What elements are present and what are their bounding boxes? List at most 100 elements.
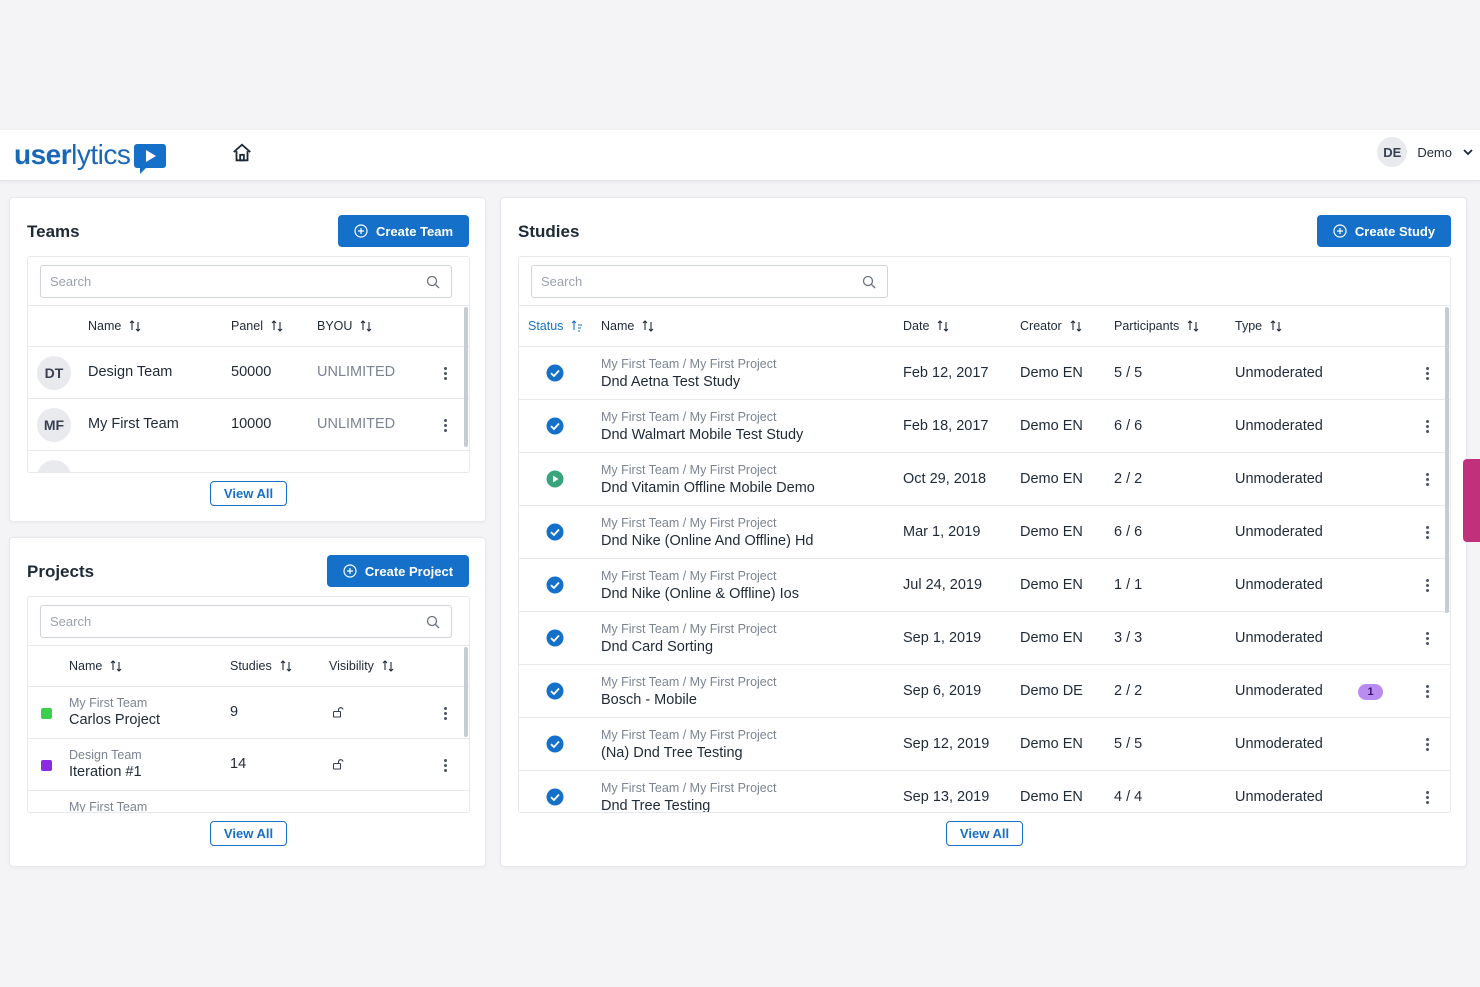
study-date: Mar 1, 2019 — [903, 524, 981, 540]
check-circle-icon — [546, 735, 564, 753]
row-menu-icon[interactable] — [1426, 473, 1430, 487]
row-menu-icon[interactable] — [1426, 367, 1430, 381]
study-type: Unmoderated — [1235, 789, 1323, 805]
plus-circle-icon — [354, 224, 368, 238]
feedback-side-tab[interactable] — [1463, 459, 1480, 542]
study-date: Sep 12, 2019 — [903, 736, 990, 752]
table-row[interactable]: My First Team / My First Project Bosch - … — [519, 665, 1450, 718]
row-menu-icon[interactable] — [1426, 685, 1430, 699]
create-team-label: Create Team — [375, 223, 454, 239]
home-icon[interactable] — [231, 142, 253, 164]
team-name: My First Team — [88, 416, 179, 432]
column-header-panel[interactable]: Panel — [231, 319, 283, 333]
create-project-button[interactable]: Create Project — [327, 555, 469, 587]
row-menu-icon[interactable] — [444, 707, 448, 721]
row-menu-icon[interactable] — [444, 759, 448, 773]
column-header-type[interactable]: Type — [1235, 319, 1282, 333]
sort-icon — [938, 320, 949, 332]
check-circle-icon — [546, 523, 564, 541]
sort-icon — [1070, 320, 1082, 332]
project-name: Iteration #1 — [69, 764, 142, 780]
create-study-button[interactable]: Create Study — [1317, 215, 1451, 247]
sort-icon — [1187, 320, 1199, 332]
column-header-participants[interactable]: Participants — [1114, 319, 1199, 333]
row-menu-icon[interactable] — [1426, 738, 1430, 752]
row-menu-icon[interactable] — [1426, 579, 1430, 593]
study-path: My First Team / My First Project — [601, 569, 777, 583]
teams-card: Teams Create Team Search Name Panel BYOU… — [9, 197, 486, 522]
table-row[interactable]: My First Team / My First Project Dnd Tree… — [519, 771, 1450, 813]
column-header-studies[interactable]: Studies — [230, 659, 292, 673]
study-type: Unmoderated — [1235, 683, 1323, 699]
table-row[interactable]: My First Team / My First Project Dnd Nike… — [519, 559, 1450, 612]
projects-table-header: Name Studies Visibility — [28, 645, 469, 687]
notification-badge[interactable]: 1 — [1358, 684, 1383, 700]
table-row[interactable]: My First Team / My First Project Dnd Card… — [519, 612, 1450, 665]
table-row[interactable]: My First Team / My First Project (Na) Dnd… — [519, 718, 1450, 771]
teams-search-input[interactable]: Search — [40, 265, 452, 298]
column-header-name[interactable]: Name — [601, 319, 654, 333]
logo-play-icon — [134, 144, 167, 174]
studies-scrollbar[interactable] — [1445, 307, 1449, 613]
table-row[interactable]: My First Team / My First Project Dnd Nike… — [519, 506, 1450, 559]
study-creator: Demo EN — [1020, 630, 1083, 646]
table-row[interactable]: Design Team Iteration #1 14 — [28, 739, 469, 791]
plus-circle-icon — [1333, 224, 1347, 238]
row-menu-icon[interactable] — [1426, 791, 1430, 805]
row-menu-icon[interactable] — [444, 419, 448, 433]
study-name[interactable]: Dnd Tree Testing — [601, 798, 711, 813]
study-name[interactable]: (Na) Dnd Tree Testing — [601, 745, 743, 761]
projects-scrollbar[interactable] — [464, 647, 468, 737]
study-date: Sep 1, 2019 — [903, 630, 982, 646]
study-creator: Demo EN — [1020, 736, 1083, 752]
column-header-name[interactable]: Name — [88, 319, 141, 333]
study-name[interactable]: Dnd Aetna Test Study — [601, 374, 741, 390]
study-name[interactable]: Dnd Nike (Online And Offline) Hd — [601, 533, 814, 549]
row-menu-icon[interactable] — [444, 367, 448, 381]
teams-scrollbar[interactable] — [464, 307, 468, 447]
table-row[interactable]: My First Team / My First Project Dnd Walm… — [519, 400, 1450, 453]
project-studies: 14 — [230, 756, 247, 772]
column-header-creator[interactable]: Creator — [1020, 319, 1082, 333]
studies-search-input[interactable]: Search — [531, 265, 888, 298]
running-status-icon — [546, 470, 564, 488]
table-row[interactable]: My First Team — [28, 791, 469, 813]
user-menu[interactable]: DE Demo — [1377, 137, 1474, 167]
studies-view-all-button[interactable]: View All — [946, 821, 1023, 846]
study-type: Unmoderated — [1235, 365, 1323, 381]
table-row[interactable]: My First Team Carlos Project 9 — [28, 687, 469, 739]
study-name[interactable]: Dnd Nike (Online & Offline) Ios — [601, 586, 799, 602]
check-circle-icon — [546, 682, 564, 700]
project-team: My First Team — [69, 800, 148, 813]
table-row[interactable]: My First Team / My First Project Dnd Aetn… — [519, 347, 1450, 400]
userlytics-logo[interactable]: userlytics — [14, 135, 167, 175]
column-header-byou[interactable]: BYOU — [317, 319, 372, 333]
study-name[interactable]: Dnd Card Sorting — [601, 639, 714, 655]
chevron-down-icon — [1463, 149, 1473, 156]
team-byou: UNLIMITED — [317, 416, 396, 432]
row-menu-icon[interactable] — [1426, 420, 1430, 434]
team-panel: 10000 — [231, 416, 272, 432]
study-date: Feb 18, 2017 — [903, 418, 989, 434]
study-name[interactable]: Dnd Walmart Mobile Test Study — [601, 427, 804, 443]
column-header-visibility[interactable]: Visibility — [329, 659, 394, 673]
study-name[interactable]: Bosch - Mobile — [601, 692, 697, 708]
study-creator: Demo EN — [1020, 524, 1083, 540]
row-menu-icon[interactable] — [1426, 632, 1430, 646]
studies-table-header: Status Name Date Creator Participants Ty… — [519, 305, 1450, 347]
study-name[interactable]: Dnd Vitamin Offline Mobile Demo — [601, 480, 815, 496]
row-menu-icon[interactable] — [1426, 526, 1430, 540]
column-header-status[interactable]: Status — [528, 319, 583, 333]
column-header-date[interactable]: Date — [903, 319, 949, 333]
column-header-name[interactable]: Name — [69, 659, 122, 673]
study-type: Unmoderated — [1235, 630, 1323, 646]
check-circle-icon — [546, 629, 564, 647]
create-team-button[interactable]: Create Team — [338, 215, 469, 247]
projects-search-input[interactable]: Search — [40, 605, 452, 638]
table-row[interactable]: MF My First Team 10000 UNLIMITED — [28, 399, 469, 451]
table-row[interactable]: My First Team / My First Project Dnd Vita… — [519, 453, 1450, 506]
projects-view-all-button[interactable]: View All — [210, 821, 287, 846]
table-row[interactable]: DT Design Team 50000 UNLIMITED — [28, 347, 469, 399]
teams-view-all-button[interactable]: View All — [210, 481, 287, 506]
plus-circle-icon — [343, 564, 357, 578]
